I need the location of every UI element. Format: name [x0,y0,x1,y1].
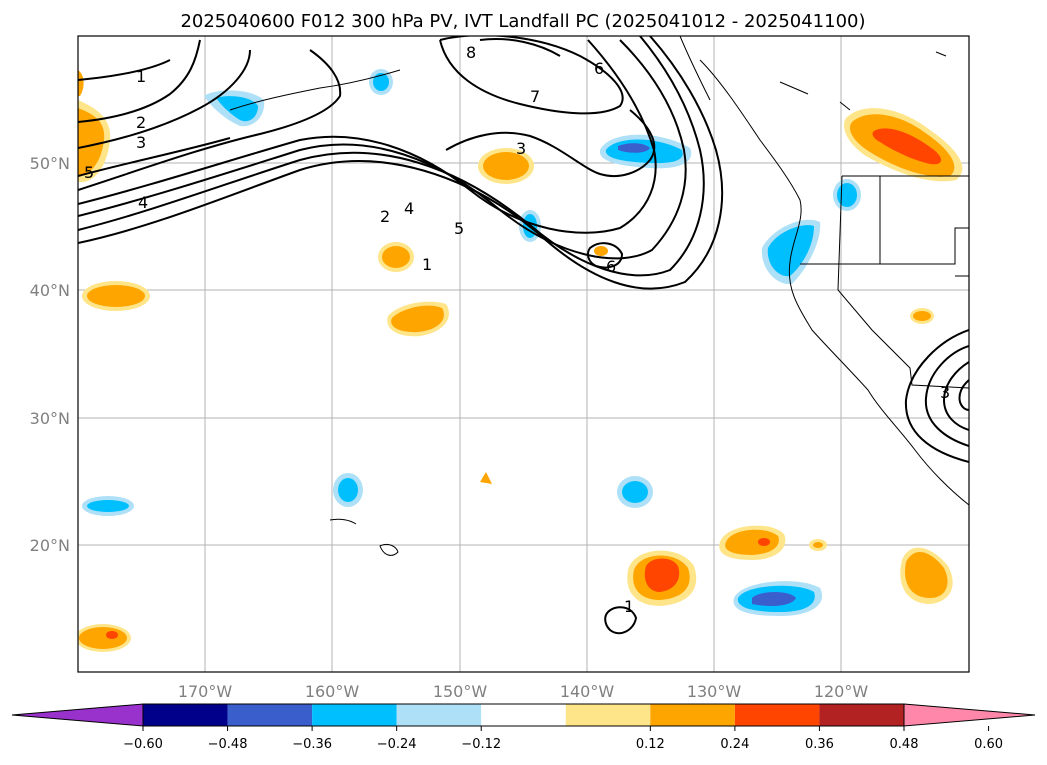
map-panel [77,35,970,673]
lon-tick-label: 150°W [433,682,488,701]
colorbar-tick-label: −0.48 [208,737,248,752]
map-title: 2025040600 F012 300 hPa PV, IVT Landfall… [180,11,865,32]
contour-label: 3 [516,139,526,158]
longitude-labels: 170°W 160°W 150°W 140°W 130°W 120°W [178,682,869,701]
contour-label: 1 [422,255,432,274]
positive-anomaly-blobs [78,70,963,652]
contour-label: 8 [466,43,476,62]
colorbar-tick-label: −0.60 [123,737,163,752]
colorbar-segment [481,704,566,726]
contour-label: 2 [136,113,146,132]
lon-tick-label: 160°W [305,682,360,701]
contour-label: 6 [606,257,616,276]
contour-label: 2 [380,207,390,226]
contour-label: 3 [940,383,950,402]
lon-tick-label: 140°W [560,682,615,701]
lat-tick-label: 50°N [30,154,70,173]
colorbar-tick-label: 0.48 [890,737,919,752]
latitude-labels: 50°N 40°N 30°N 20°N [30,154,70,555]
colorbar-segment [819,704,904,726]
contour-label: 3 [136,133,146,152]
colorbar-tick-label: 0.36 [805,737,834,752]
contour-label: 4 [138,193,148,212]
colorbar-extend-right [903,703,1036,727]
colorbar-segment [143,704,228,726]
colorbar-tick-label: 0.60 [974,737,1003,752]
lat-tick-label: 40°N [30,281,70,300]
colorbar-tick-label: 0.12 [636,737,665,752]
contour-labels: 1 2 3 4 5 8 7 6 4 2 5 1 3 6 1 3 [84,43,950,616]
lon-tick-label: 170°W [178,682,233,701]
colorbar-segment [734,704,820,726]
colorbar-segment [650,704,735,726]
contour-label: 5 [454,219,464,238]
contour-label: 1 [624,597,634,616]
pv-contours [78,36,969,635]
lon-tick-label: 120°W [814,682,869,701]
colorbar-tick-label: 0.24 [720,737,749,752]
colorbar-outline [142,703,905,727]
lat-tick-label: 30°N [30,409,70,428]
coastlines [229,36,969,556]
colorbar-segment [396,704,482,726]
colorbar-segment [565,704,651,726]
contour-label: 6 [594,59,604,78]
lat-tick-label: 20°N [30,536,70,555]
contour-label: 1 [136,67,146,86]
contour-label: 7 [530,87,540,106]
colorbar-tick-label: −0.24 [377,737,417,752]
colorbar-segment [227,704,313,726]
colorbar: −0.60 −0.48 −0.36 −0.24 −0.12 0.12 0.24 0.36 0.4… [11,703,1036,752]
contour-label: 5 [84,163,94,182]
colorbar-tick-label: −0.36 [292,737,332,752]
colorbar-tick-label: −0.12 [461,737,501,752]
colorbar-segment [312,704,397,726]
colorbar-extend-left [11,703,144,727]
lon-tick-label: 130°W [687,682,742,701]
contour-label: 4 [404,199,414,218]
